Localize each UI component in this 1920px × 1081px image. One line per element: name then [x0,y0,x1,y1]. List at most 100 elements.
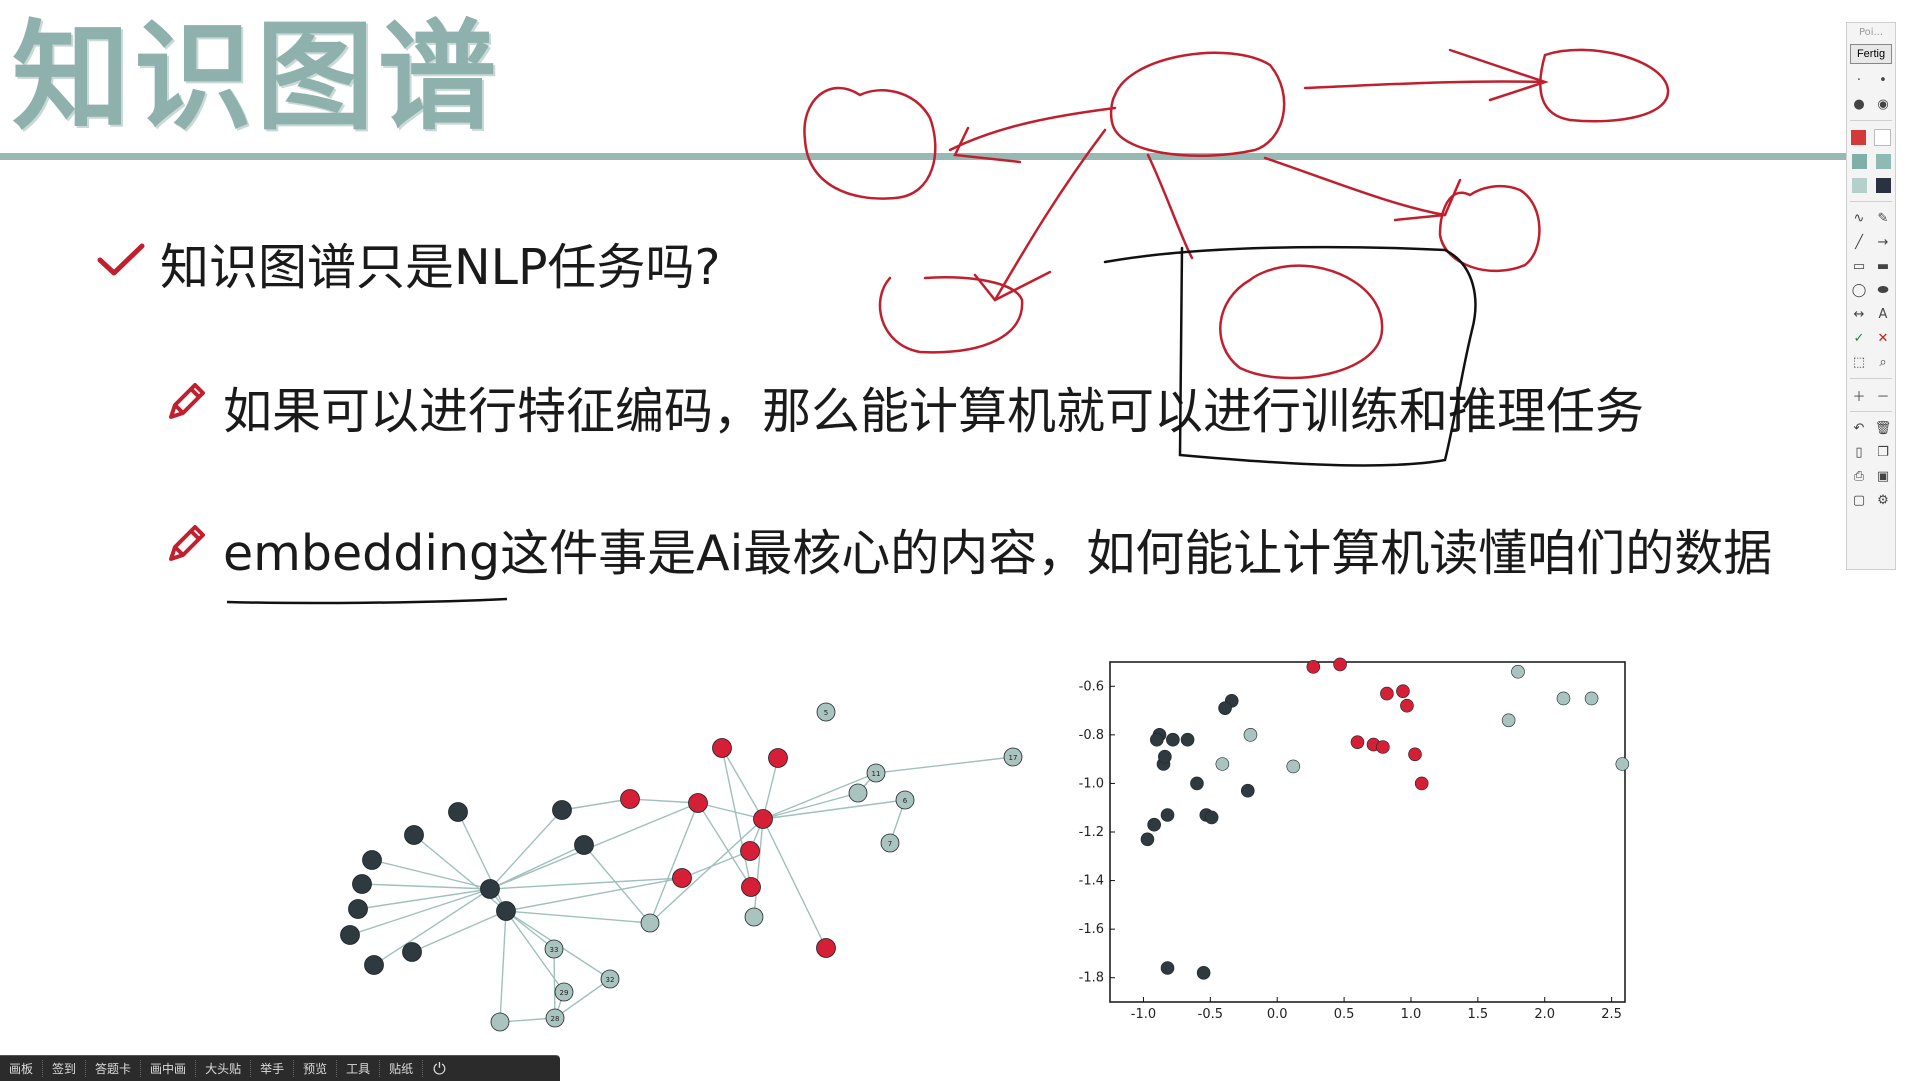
graph-node-dark [552,800,572,820]
filled-ellipse-icon[interactable]: ⬬ [1877,282,1889,298]
scatter-point-dark [1240,783,1255,798]
y-tick-label: -1.8 [1079,971,1104,986]
taskbar-item-stickers[interactable]: 贴纸 [380,1060,424,1077]
color-swatch-green[interactable] [1875,153,1891,169]
graph-edge [721,747,752,888]
graph-edge [721,747,764,820]
y-tick-label: -1.0 [1079,776,1104,791]
freehand-pen-icon[interactable]: ∿ [1853,210,1865,226]
graph-node-light [848,783,868,803]
small-dot-icon[interactable]: · [1856,72,1862,88]
arrow-top-to-left [948,106,1117,152]
select-area-icon[interactable]: ⬚ [1852,354,1866,370]
graph-edge [762,818,827,949]
print-icon[interactable]: ⎙ [1853,468,1865,484]
graph-node-dark [340,925,360,945]
double-arrow-icon[interactable]: ↔ [1853,306,1865,322]
graph-node-dark [480,879,500,899]
taskbar-item-signin[interactable]: 签到 [43,1060,87,1077]
scatter-point-dark [1150,732,1164,747]
toolbar-title: Poi... [1858,27,1884,38]
graph-node-light [1003,747,1023,767]
graph-node-red [753,809,773,829]
graph-edge [561,798,631,811]
line-tool-icon[interactable]: ╱ [1855,234,1863,250]
screen-icon[interactable]: ▢ [1852,492,1866,508]
graph-edge [762,799,906,820]
text-tool-icon[interactable]: A [1878,306,1888,322]
graph-edge [357,888,491,910]
color-swatch-teal[interactable] [1851,153,1867,169]
bottom-taskbar: 画板 签到 答题卡 画中画 大头贴 举手 预览 工具 贴纸 ⏻ [0,1055,560,1081]
graph-node-light [816,702,836,722]
copy-icon[interactable]: ❐ [1877,444,1889,460]
large-dot-icon[interactable]: ● [1853,96,1865,112]
scatter-point-red [1350,735,1365,749]
graph-edge [371,859,491,890]
graph-node-red [672,868,692,888]
undo-icon[interactable]: ↶ [1853,420,1865,436]
scatter-point-red [1408,747,1422,762]
taskbar-item-answer-card[interactable]: 答题卡 [86,1060,142,1077]
graph-node-light [744,907,764,927]
done-button[interactable]: Fertig [1850,44,1892,64]
graph-node-light [640,913,660,933]
check-icon [96,235,146,292]
zoom-icon[interactable]: ⌕ [1879,354,1887,370]
ellipse-tool-icon[interactable]: ◯ [1851,282,1867,298]
graph-node-dark [496,901,516,921]
scatter-point-red [1380,686,1394,701]
checkmark-tool-icon[interactable]: ✓ [1853,330,1865,346]
graph-node-dark [352,874,372,894]
settings-icon[interactable]: ⚙ [1877,492,1889,508]
trash-icon[interactable]: 🗑 [1874,420,1892,436]
drawn-node-bottom-left [878,275,1024,354]
color-swatch-dark[interactable] [1875,177,1891,193]
x-tick-label: 0.5 [1334,1007,1355,1022]
new-page-icon[interactable]: ▯ [1855,444,1863,460]
rectangle-tool-icon[interactable]: ▭ [1852,258,1866,274]
drawn-node-right [1539,48,1670,123]
scatter-point-light [1501,713,1516,728]
graph-node-label: 6 [903,797,908,805]
power-icon[interactable]: ⏻ [433,1058,446,1078]
scatter-point-light [1511,664,1525,679]
medium-dot-icon[interactable]: • [1879,72,1887,88]
plus-icon[interactable]: ＋ [1852,389,1866,405]
graph-node-dark [448,802,468,822]
graph-node-red [620,789,640,809]
color-swatch-red[interactable] [1851,129,1866,145]
graph-node-label: 11 [872,770,881,778]
graph-node-dark [402,942,422,962]
cross-tool-icon[interactable]: ✕ [1877,330,1889,346]
graph-node-label: 7 [888,840,892,848]
y-tick-label: -1.4 [1079,874,1104,889]
drawn-node-lower-right [1438,184,1541,273]
y-tick-label: -0.6 [1079,679,1104,694]
color-swatch-white[interactable] [1874,128,1891,146]
scatter-point-light [1556,691,1571,706]
graph-edge [753,818,764,918]
save-icon[interactable]: ▣ [1876,468,1890,484]
taskbar-item-preview[interactable]: 预览 [294,1060,338,1077]
graph-edge [681,850,751,879]
taskbar-item-pip[interactable]: 画中画 [141,1060,197,1077]
graph-node-dark [574,835,594,855]
taskbar-item-tools[interactable]: 工具 [337,1060,381,1077]
minus-icon[interactable]: － [1876,389,1890,405]
plot-frame [1109,661,1626,1003]
scatter-point-dark [1196,966,1211,980]
arrow-tool-icon[interactable]: → [1877,234,1889,250]
graph-node-dark [364,955,384,975]
taskbar-item-raise-hand[interactable]: 举手 [251,1060,295,1077]
y-tick-label: -0.8 [1079,728,1104,743]
taskbar-item-whiteboard[interactable]: 画板 [0,1060,44,1077]
scatter-point-dark [1204,810,1219,825]
graph-edge [762,757,779,820]
texture-dot-icon[interactable]: ◉ [1877,96,1889,112]
taskbar-item-photo-sticker[interactable]: 大头贴 [196,1060,252,1077]
graph-edge [489,802,699,890]
filled-rectangle-icon[interactable]: ▬ [1876,258,1890,274]
color-swatch-light-teal[interactable] [1851,177,1867,193]
eraser-icon[interactable]: ✎ [1877,210,1889,226]
